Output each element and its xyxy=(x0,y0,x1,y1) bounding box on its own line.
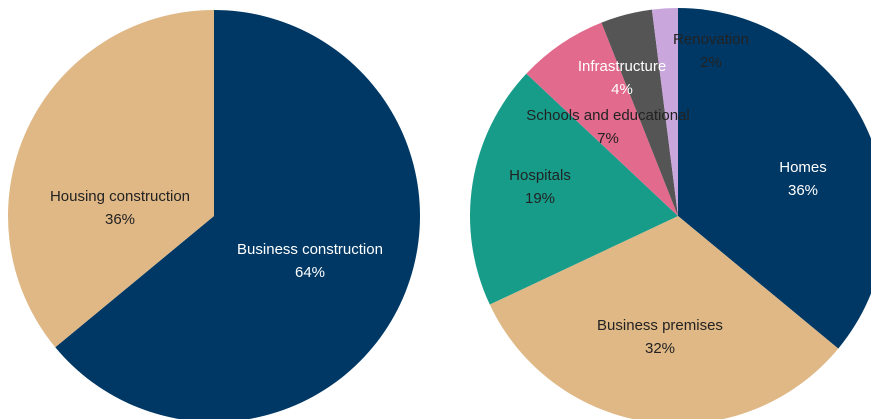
pie-chart-right: Homes 36% Business premises 32% Hospitals 19%… xyxy=(470,8,871,419)
pie-chart-left: Business construction 64% Housing construc… xyxy=(7,10,420,419)
pie-slice-housing-construction xyxy=(7,10,214,348)
slice-label-renovation: Renovation xyxy=(673,31,749,48)
pie-slice-homes xyxy=(678,8,871,349)
pie-slice-schools-and-educational xyxy=(526,22,678,216)
pie-slice-hospitals xyxy=(470,73,678,305)
slice-label-hospitals: Hospitals xyxy=(509,167,571,184)
slice-value-homes: 36% xyxy=(788,182,818,199)
slice-label-homes: Homes xyxy=(779,159,827,176)
slice-label-schools-and-educational: Schools and educational xyxy=(526,107,689,124)
slice-value-schools-and-educational: 7% xyxy=(597,130,619,147)
slice-value-hospitals: 19% xyxy=(525,190,555,207)
slice-value-business-premises: 32% xyxy=(645,340,675,357)
pie-slice-business-construction xyxy=(55,10,420,419)
pie-slice-renovation xyxy=(651,8,678,216)
pie-slice-infrastructure xyxy=(601,9,678,217)
slice-value-renovation: 2% xyxy=(700,54,722,71)
slice-label-business-premises: Business premises xyxy=(597,317,723,334)
slice-value-business-construction: 64% xyxy=(295,264,325,281)
slice-label-housing-construction: Housing construction xyxy=(50,188,190,205)
slice-value-infrastructure: 4% xyxy=(611,81,633,98)
slice-value-housing-construction: 36% xyxy=(105,211,135,228)
pie-slice-business-premises xyxy=(489,216,839,419)
slice-label-business-construction: Business construction xyxy=(237,241,383,258)
slice-label-infrastructure: Infrastructure xyxy=(578,58,666,75)
